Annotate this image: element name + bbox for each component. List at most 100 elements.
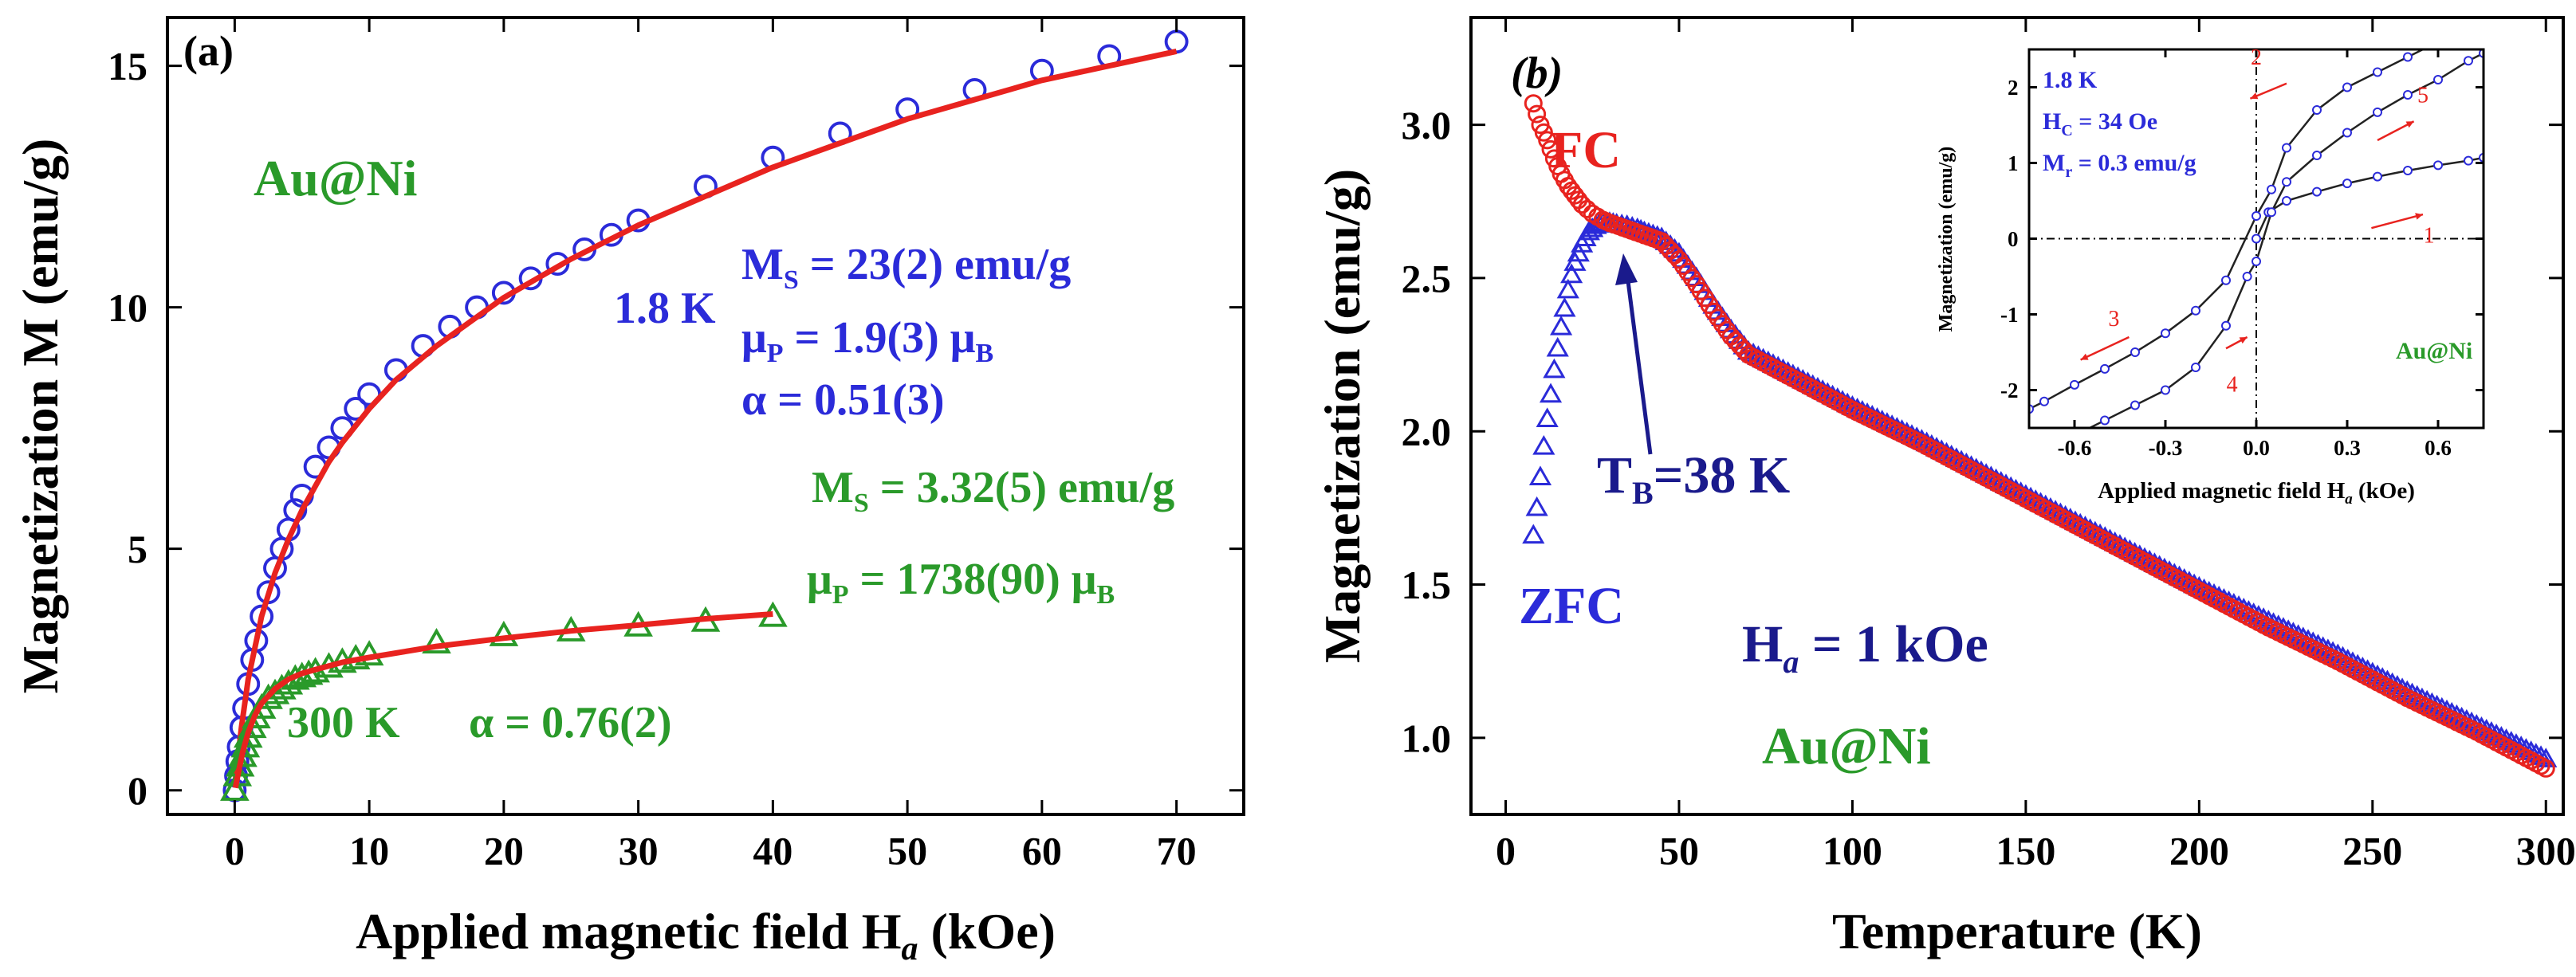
inset-arrow-head-1	[2415, 213, 2423, 220]
ha-value: = 1 kOe	[1799, 615, 1988, 673]
inset-point-2	[2252, 211, 2261, 221]
inset-arrow-1	[2371, 213, 2424, 230]
inset-ytick-label: 1	[2008, 151, 2019, 175]
mp2-unit-sub: B	[1096, 580, 1115, 610]
inset-point-2	[2373, 67, 2382, 77]
point-FC	[1541, 139, 1560, 159]
panel-b-ytick-label: 3.0	[1402, 103, 1452, 147]
inset-point-1	[2433, 160, 2443, 171]
inset-point-4	[2252, 257, 2261, 266]
inset-ticks: -0.6 -0.3 0.0 0.3 0.6 -2 -1 0 1 2	[2000, 49, 2484, 460]
inset-xtick-label: 0.3	[2334, 436, 2361, 460]
point-ZFC	[1549, 315, 1573, 335]
panel-b-y-axis-label: Magnetization (emu/g)	[1314, 169, 1371, 663]
inset-point-2	[2221, 275, 2231, 285]
inset-x-axis-label: Applied magnetic field Ha (kOe)	[2098, 478, 2415, 508]
panel-a-xtick-label: 60	[1022, 829, 1062, 873]
inset-background	[2017, 44, 2491, 446]
inset-point-2	[2464, 19, 2472, 27]
inset-hc-sub: C	[2061, 122, 2072, 139]
panel-b-label: (b)	[1511, 49, 1563, 98]
inset-point-4	[2433, 75, 2443, 84]
inset-point-4	[2464, 56, 2473, 66]
point-300K	[220, 775, 250, 801]
inset-hc-symbol: H	[2043, 108, 2061, 135]
inset-point-1	[2312, 186, 2322, 197]
panel-b-ytick-label: 1.0	[1402, 716, 1452, 760]
label-fc: FC	[1551, 121, 1621, 179]
inset-point-4	[2282, 177, 2291, 187]
inset-mr-sub: r	[2065, 163, 2072, 181]
panel-a-xtick-label: 70	[1157, 829, 1197, 873]
inset-point-4	[2267, 207, 2276, 218]
inset-point-4	[2040, 450, 2048, 458]
point-ZFC	[1525, 496, 1548, 516]
inset-point-1	[2403, 166, 2413, 175]
panel-b-xtick-label: 300	[2516, 829, 2576, 873]
inset-arrow-head-5	[2405, 121, 2414, 128]
inset-mr-symbol: M	[2043, 150, 2065, 176]
panel-b-ytick-label: 1.5	[1402, 563, 1452, 607]
label-ms-300K: MS = 3.32(5) emu/g	[812, 463, 1174, 518]
ha-symbol: H	[1742, 615, 1783, 673]
inset-arrow-label-2: 2	[2251, 45, 2262, 70]
inset-point-4	[2100, 415, 2110, 426]
panel-a-ytick-label: 10	[108, 285, 147, 330]
label-mp-1.8K: μP = 1.9(3) μB	[741, 313, 993, 368]
tb-symbol: T	[1597, 446, 1632, 504]
inset-point-2	[2267, 184, 2276, 194]
panel-a-ticks: 0 10 20 30 40 50 60 70 0 5 10 15	[108, 18, 1244, 873]
inset-ytick-label: 0	[2008, 227, 2019, 251]
point-FC	[1528, 104, 1547, 124]
label-300K: 300 K	[287, 698, 400, 747]
inset-point-4	[2312, 151, 2322, 160]
inset-point-2	[2282, 143, 2291, 153]
inset-arrow-label-1: 1	[2424, 223, 2435, 248]
inset-point-2	[2342, 82, 2352, 92]
inset-point-4	[2342, 128, 2352, 138]
mp1-value: = 1.9(3) μ	[784, 313, 976, 363]
panel-a-xtick-label: 0	[225, 829, 245, 873]
inset-mr-value: = 0.3 emu/g	[2072, 150, 2196, 176]
inset-sample-label: Au@Ni	[2396, 338, 2472, 364]
mp2-symbol: μ	[807, 555, 832, 604]
panel-b-ytick-label: 2.5	[1402, 256, 1452, 300]
inset-arrow-head-2	[2250, 92, 2259, 100]
point-ZFC	[2504, 733, 2528, 753]
panel-a-xlabel-main: Applied magnetic field H	[356, 903, 901, 959]
inset-point-2	[2039, 396, 2049, 406]
fit-line-300K	[232, 611, 773, 789]
inset-y-axis-label: Magnetization (emu/g)	[1936, 147, 1957, 332]
label-ha: Ha = 1 kOe	[1742, 615, 1988, 680]
tb-arrow-head	[1615, 253, 1638, 285]
inset-xlabel-unit: (kOe)	[2353, 478, 2415, 504]
inset-xtick-label: -0.6	[2058, 436, 2092, 460]
inset-clipped-group	[2029, 19, 2484, 458]
mp1-symbol: μ	[741, 313, 767, 363]
inset-point-4	[2403, 90, 2413, 100]
inset-arrow-label-4: 4	[2227, 372, 2238, 397]
point-FC	[1572, 195, 1591, 214]
point-ZFC	[1532, 434, 1555, 455]
point-ZFC	[1556, 278, 1579, 299]
point-300K	[489, 620, 519, 646]
ms1-symbol: M	[741, 240, 784, 289]
inset-point-2	[2312, 105, 2322, 115]
panel-b-plot-frame	[1469, 16, 2565, 816]
label-1.8K: 1.8 K	[614, 284, 716, 333]
inset-ytick-label: 2	[2008, 76, 2019, 100]
inset-arrow-head-4	[2239, 337, 2248, 344]
tb-sub: B	[1632, 475, 1654, 511]
panel-b-sample-label: Au@Ni	[1762, 717, 1931, 775]
inset-point-2	[2100, 363, 2110, 374]
point-ZFC	[1539, 383, 1563, 403]
ms1-value: = 23(2) emu/g	[799, 240, 1071, 289]
inset-point-4	[2221, 320, 2231, 331]
panel-a-sample-label: Au@Ni	[254, 150, 417, 206]
panel-a-ytick-label: 15	[108, 44, 147, 88]
ms2-symbol: M	[812, 463, 854, 512]
label-mp-300K: μP = 1738(90) μB	[807, 555, 1115, 610]
panel-a-label: (a)	[183, 27, 234, 75]
